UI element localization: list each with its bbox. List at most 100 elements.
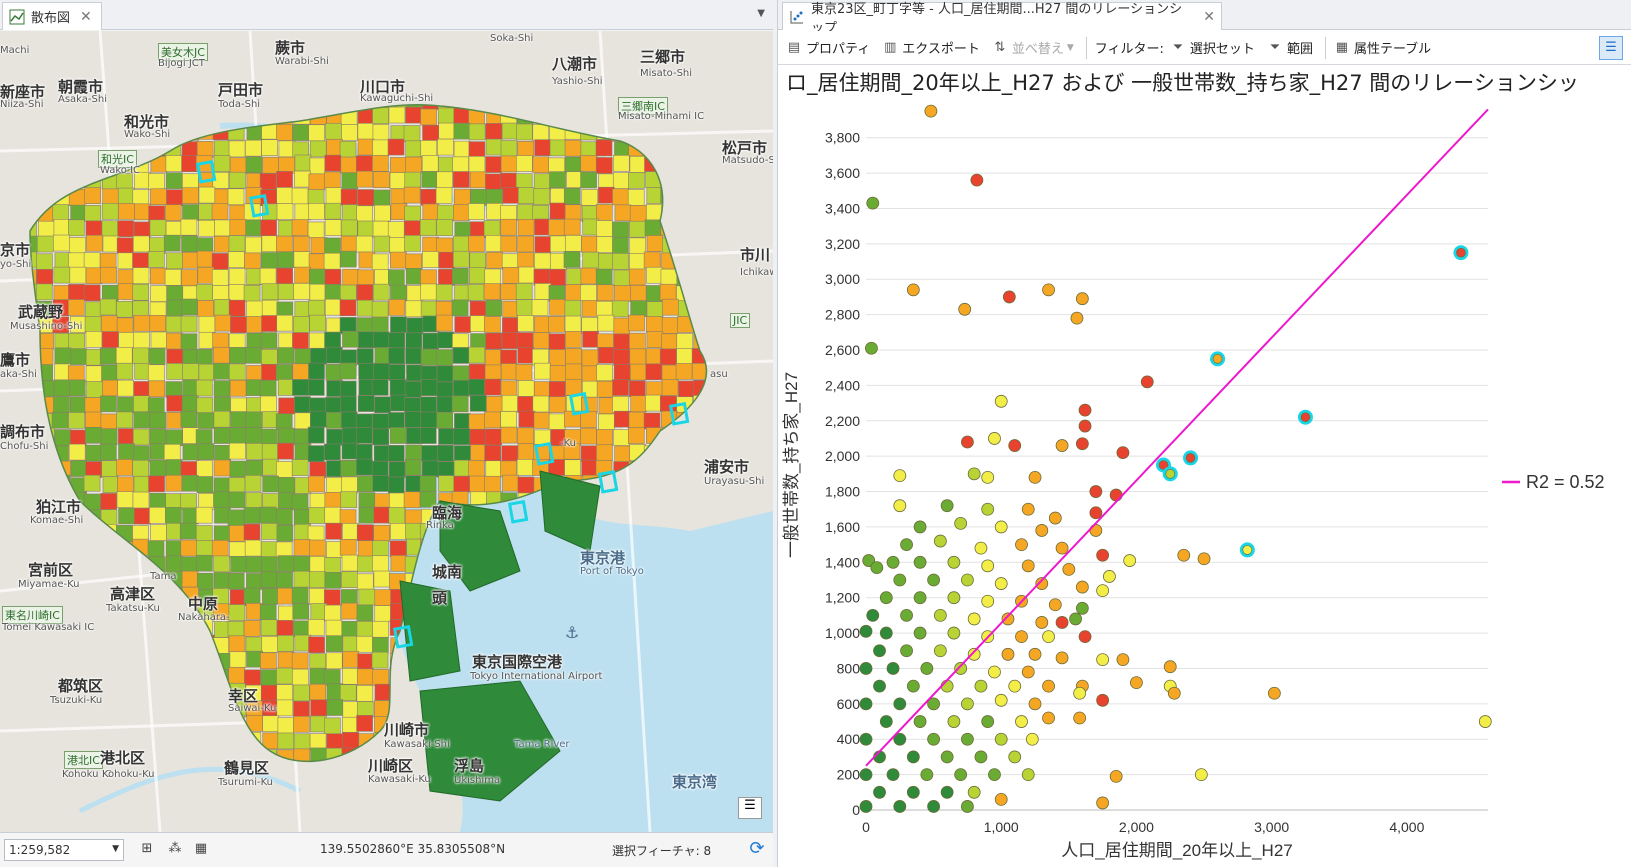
ward-block[interactable] — [83, 474, 101, 492]
ward-block[interactable] — [149, 411, 166, 429]
ward-block[interactable] — [195, 429, 213, 446]
ward-block[interactable] — [259, 173, 277, 190]
ward-block[interactable] — [211, 540, 229, 557]
ward-block[interactable] — [533, 188, 551, 205]
ward-block[interactable] — [468, 413, 486, 431]
ward-block[interactable] — [53, 266, 71, 284]
ward-block[interactable] — [437, 107, 455, 125]
ward-block[interactable] — [419, 427, 437, 444]
ward-block[interactable] — [371, 379, 389, 396]
ward-block[interactable] — [324, 557, 341, 574]
ward-block[interactable] — [196, 348, 213, 366]
ward-block[interactable] — [213, 427, 231, 444]
ward-block[interactable] — [68, 284, 85, 301]
ward-block[interactable] — [324, 589, 341, 606]
ward-block[interactable] — [629, 380, 646, 398]
tab-scatter-map[interactable]: 散布図 ✕ — [2, 2, 102, 30]
ward-block[interactable] — [358, 506, 376, 524]
ward-block[interactable] — [180, 333, 198, 351]
ward-block[interactable] — [276, 667, 293, 685]
ward-block[interactable] — [293, 620, 310, 638]
ward-block[interactable] — [356, 715, 373, 732]
ward-block[interactable] — [99, 298, 117, 316]
ward-block[interactable] — [452, 250, 470, 268]
ward-block[interactable] — [243, 587, 261, 605]
ward-block[interactable] — [614, 445, 631, 463]
ward-block[interactable] — [356, 317, 374, 334]
ward-block[interactable] — [67, 299, 85, 316]
ward-block[interactable] — [613, 333, 631, 351]
ward-block[interactable] — [451, 299, 469, 317]
ward-block[interactable] — [308, 475, 325, 493]
ward-block[interactable] — [484, 445, 501, 462]
ward-block[interactable] — [486, 395, 503, 413]
ward-block[interactable] — [230, 316, 247, 334]
ward-block[interactable] — [502, 317, 519, 335]
ward-block[interactable] — [453, 107, 471, 125]
ward-block[interactable] — [469, 267, 486, 284]
ward-block[interactable] — [518, 410, 536, 428]
ward-block[interactable] — [659, 348, 677, 366]
ward-block[interactable] — [566, 171, 583, 188]
ward-block[interactable] — [356, 573, 374, 591]
ward-block[interactable] — [163, 443, 181, 461]
ward-block[interactable] — [469, 171, 487, 189]
ward-block[interactable] — [197, 300, 214, 317]
ward-block[interactable] — [517, 187, 535, 204]
ward-block[interactable] — [454, 316, 472, 333]
ward-block[interactable] — [166, 363, 184, 380]
ward-block[interactable] — [517, 427, 534, 445]
ward-block[interactable] — [357, 348, 374, 365]
ward-block[interactable] — [405, 300, 423, 318]
ward-block[interactable] — [612, 253, 629, 270]
ward-block[interactable] — [163, 234, 181, 252]
ward-block[interactable] — [373, 445, 391, 462]
ward-block[interactable] — [294, 396, 311, 413]
ward-block[interactable] — [388, 364, 406, 381]
ward-block[interactable] — [517, 252, 534, 269]
ward-block[interactable] — [372, 283, 390, 301]
ward-block[interactable] — [613, 269, 631, 287]
ward-block[interactable] — [484, 475, 501, 493]
ward-block[interactable] — [629, 332, 646, 350]
ward-block[interactable] — [357, 122, 375, 140]
ward-block[interactable] — [534, 283, 552, 300]
ward-block[interactable] — [565, 378, 582, 396]
ward-block[interactable] — [629, 237, 647, 255]
ward-block[interactable] — [277, 347, 295, 364]
ward-block[interactable] — [69, 379, 86, 397]
ward-block[interactable] — [166, 555, 183, 573]
ward-block[interactable] — [420, 348, 438, 366]
ward-block[interactable] — [468, 123, 486, 141]
ward-block[interactable] — [341, 716, 359, 734]
ward-block[interactable] — [373, 524, 391, 542]
ward-block[interactable] — [341, 602, 358, 620]
ward-block[interactable] — [117, 220, 134, 237]
ward-block[interactable] — [229, 171, 246, 189]
ward-block[interactable] — [659, 283, 677, 301]
ward-block[interactable] — [485, 428, 502, 446]
ward-block[interactable] — [68, 333, 85, 350]
ward-block[interactable] — [436, 365, 454, 383]
ward-block[interactable] — [293, 748, 311, 765]
ward-block[interactable] — [356, 205, 373, 223]
ward-block[interactable] — [341, 172, 359, 189]
ward-block[interactable] — [563, 218, 581, 236]
ward-block[interactable] — [99, 252, 117, 270]
ward-block[interactable] — [276, 203, 294, 220]
ward-block[interactable] — [276, 314, 294, 332]
ward-block[interactable] — [339, 684, 357, 701]
ward-block[interactable] — [227, 572, 245, 590]
ward-block[interactable] — [291, 493, 309, 511]
ward-block[interactable] — [326, 699, 344, 716]
ward-block[interactable] — [388, 461, 406, 479]
ward-block[interactable] — [324, 202, 342, 220]
ward-block[interactable] — [420, 411, 437, 429]
ward-block[interactable] — [275, 364, 293, 381]
ward-block[interactable] — [307, 379, 325, 396]
ward-block[interactable] — [325, 635, 343, 652]
ward-block[interactable] — [196, 540, 213, 557]
ward-block[interactable] — [261, 523, 278, 540]
ward-block[interactable] — [293, 555, 311, 573]
ward-block[interactable] — [611, 300, 629, 318]
